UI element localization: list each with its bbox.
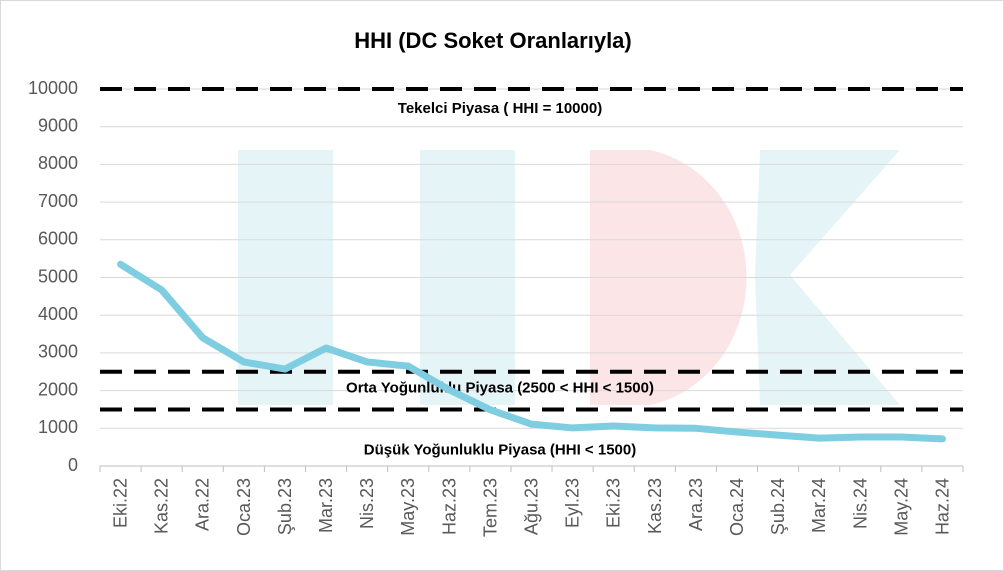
y-tick-label: 7000 [38, 191, 78, 211]
annotation: Tekelci Piyasa ( HHI = 10000) [398, 100, 602, 117]
x-tick-label: Şub.23 [275, 478, 295, 535]
x-tick-label: Nis.23 [357, 478, 377, 529]
y-tick-label: 8000 [38, 153, 78, 173]
annotation: Düşük Yoğunluklu Piyasa (HHI < 1500) [364, 441, 636, 458]
x-tick-label: Eyl.23 [563, 478, 583, 528]
x-tick-label: Mar.23 [316, 478, 336, 533]
x-tick-label: Haz.24 [932, 478, 952, 535]
chart-title: HHI (DC Soket Oranlarıyla) [354, 28, 632, 53]
x-tick-label: Tem.23 [480, 478, 500, 537]
line [117, 260, 946, 443]
y-tick-label: 0 [68, 455, 78, 475]
x-tick-label: Ara.22 [193, 478, 213, 531]
x-tick-label: Ara.23 [686, 478, 706, 531]
x-tick-label: Oca.23 [234, 478, 254, 536]
y-tick-label: 3000 [38, 342, 78, 362]
x-tick-label: Ağu.23 [522, 478, 542, 535]
x-tick-label: May.23 [398, 478, 418, 536]
x-tick-label: Eki.22 [111, 478, 131, 528]
x-tick-label: Kas.23 [645, 478, 665, 534]
x-tick-label: Haz.23 [439, 478, 459, 535]
y-tick-label: 10000 [28, 78, 78, 98]
x-tick-label: Kas.22 [152, 478, 172, 534]
y-tick-label: 4000 [38, 304, 78, 324]
x-tick-label: Oca.24 [727, 478, 747, 536]
x-tick-label: Nis.24 [850, 478, 870, 529]
y-tick-label: 2000 [38, 379, 78, 399]
x-tick-label: Mar.24 [809, 478, 829, 533]
y-tick-label: 5000 [38, 266, 78, 286]
y-tick-label: 1000 [38, 417, 78, 437]
x-tick-label: Şub.24 [768, 478, 788, 535]
y-tick-label: 6000 [38, 229, 78, 249]
annotation: Orta Yoğunluklu Piyasa (2500 < HHI < 150… [346, 380, 654, 397]
y-tick-label: 9000 [38, 115, 78, 135]
x-tick-label: May.24 [891, 478, 911, 536]
x-tick-label: Eki.23 [604, 478, 624, 528]
